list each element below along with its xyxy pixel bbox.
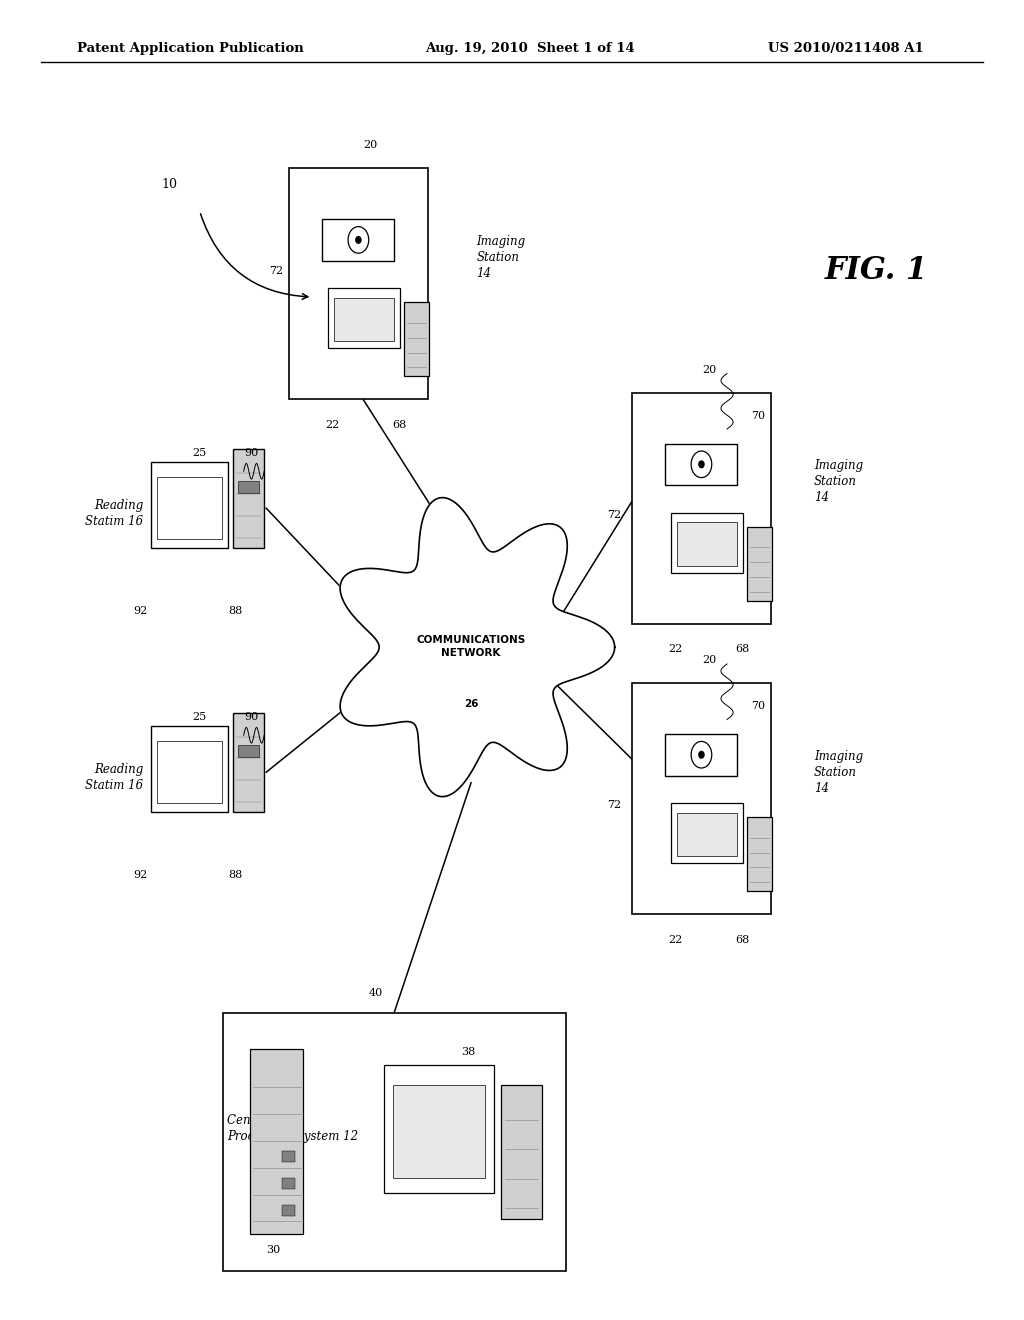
Text: 42: 42 [397,1084,412,1094]
FancyBboxPatch shape [282,1205,295,1216]
Polygon shape [340,498,614,797]
Text: 68: 68 [735,644,750,655]
FancyBboxPatch shape [633,684,771,913]
FancyBboxPatch shape [232,449,263,548]
FancyBboxPatch shape [404,302,429,376]
Text: 90: 90 [244,711,258,722]
Text: 72: 72 [607,800,622,810]
FancyBboxPatch shape [501,1085,542,1220]
FancyBboxPatch shape [666,444,737,486]
Text: Imaging
Station
14: Imaging Station 14 [476,235,525,280]
Text: Imaging
Station
14: Imaging Station 14 [814,750,863,795]
FancyBboxPatch shape [152,726,227,812]
FancyBboxPatch shape [250,1049,303,1234]
Text: Imaging
Station
14: Imaging Station 14 [814,459,863,504]
FancyBboxPatch shape [633,393,771,624]
Text: 22: 22 [669,935,683,945]
FancyBboxPatch shape [748,817,772,891]
Text: 30: 30 [266,1245,281,1255]
FancyBboxPatch shape [334,298,394,342]
FancyBboxPatch shape [282,1177,295,1189]
Text: 22: 22 [326,420,340,430]
FancyBboxPatch shape [158,478,221,540]
Text: 68: 68 [392,420,407,430]
Text: Reading
Statim 16: Reading Statim 16 [85,763,143,792]
FancyBboxPatch shape [223,1014,565,1270]
Text: 10: 10 [161,178,177,191]
Text: 70: 70 [751,701,765,711]
Text: 20: 20 [702,364,717,375]
Text: 90: 90 [244,447,258,458]
FancyBboxPatch shape [677,523,737,566]
Text: 72: 72 [607,510,622,520]
FancyBboxPatch shape [671,513,743,573]
FancyBboxPatch shape [393,1085,485,1177]
FancyBboxPatch shape [282,1151,295,1162]
FancyBboxPatch shape [232,713,263,812]
Text: Aug. 19, 2010  Sheet 1 of 14: Aug. 19, 2010 Sheet 1 of 14 [425,42,635,54]
Text: 88: 88 [228,606,243,616]
Text: FIG. 1: FIG. 1 [824,255,928,286]
FancyBboxPatch shape [384,1064,494,1193]
Text: 92: 92 [133,870,147,880]
Circle shape [355,236,361,243]
Text: 70: 70 [751,411,765,421]
FancyBboxPatch shape [158,742,221,803]
Circle shape [698,751,705,758]
FancyBboxPatch shape [748,527,772,601]
Text: Central Data
Processing System 12: Central Data Processing System 12 [227,1114,358,1143]
FancyBboxPatch shape [671,803,743,863]
FancyBboxPatch shape [152,462,227,548]
Text: 40: 40 [369,987,383,998]
Circle shape [698,461,705,467]
FancyBboxPatch shape [238,746,259,758]
FancyBboxPatch shape [328,289,399,348]
Text: 88: 88 [228,870,243,880]
FancyBboxPatch shape [666,734,737,776]
Text: 92: 92 [133,606,147,616]
Text: Reading
Statim 16: Reading Statim 16 [85,499,143,528]
Text: 26: 26 [464,698,478,709]
FancyBboxPatch shape [323,219,394,261]
Text: 22: 22 [669,644,683,655]
Text: 20: 20 [364,140,378,150]
Text: 38: 38 [461,1047,475,1057]
Text: 20: 20 [702,655,717,665]
Text: 25: 25 [193,711,207,722]
Text: COMMUNICATIONS
NETWORK: COMMUNICATIONS NETWORK [417,635,525,659]
FancyBboxPatch shape [289,168,428,399]
FancyBboxPatch shape [238,482,259,494]
Text: 25: 25 [193,447,207,458]
FancyBboxPatch shape [677,813,737,857]
Text: 72: 72 [269,265,284,276]
Text: 68: 68 [735,935,750,945]
Text: Patent Application Publication: Patent Application Publication [77,42,303,54]
Text: US 2010/0211408 A1: US 2010/0211408 A1 [768,42,924,54]
